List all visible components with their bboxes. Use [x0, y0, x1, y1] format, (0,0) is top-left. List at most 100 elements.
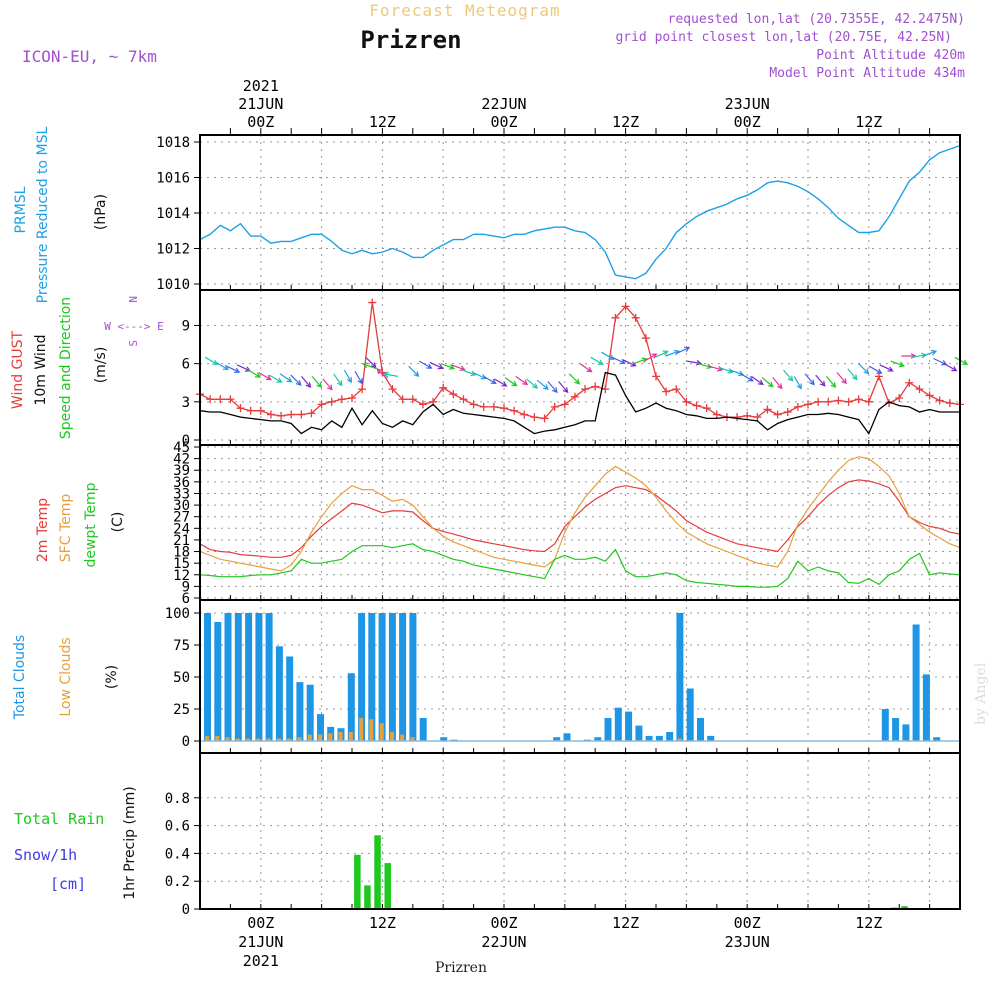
top-time-label: 12Z	[369, 113, 396, 131]
temperature-ytick-label: 27	[173, 510, 190, 526]
gust-marker	[712, 410, 721, 419]
low-clouds-bar	[287, 738, 292, 741]
precip-frame	[199, 752, 961, 910]
model-label: ICON-EU, ~ 7km	[22, 47, 157, 66]
wind-arrow	[493, 378, 508, 387]
wind-arrow	[418, 360, 433, 369]
wind-arrow	[836, 372, 847, 385]
wind-arrow	[247, 369, 262, 378]
wind-arrow	[279, 373, 293, 383]
grid-point-coords: grid point closest lon,lat (20.75E, 42.2…	[615, 30, 952, 45]
gust-marker	[287, 410, 296, 419]
low-clouds-bar	[400, 734, 405, 741]
low-clouds-bar	[369, 719, 374, 741]
cloud-labels: Total Clouds Low Clouds (%)	[12, 635, 120, 720]
precip-ytick-label: 0.2	[165, 874, 190, 890]
gust-marker	[844, 397, 853, 406]
rain-bar	[354, 854, 361, 909]
low-clouds-bar	[359, 718, 364, 741]
wind-arrow	[783, 369, 794, 382]
wind-label-gust: Wind GUST	[10, 330, 26, 409]
wind-labels: Wind GUST 10m Wind Speed and Direction (…	[10, 296, 164, 439]
clouds-ytick-label: 0	[182, 734, 190, 750]
gust-marker	[266, 410, 275, 419]
wind-arrow	[686, 359, 703, 366]
total-clouds-bar	[234, 613, 242, 741]
gust-marker	[793, 402, 802, 411]
wind-arrow	[483, 375, 497, 385]
wind-arrow	[654, 350, 669, 358]
total-clouds-bar	[697, 718, 704, 741]
gust-marker	[570, 392, 579, 401]
rain-bar	[901, 906, 908, 909]
top-time-label: 00Z	[734, 113, 761, 131]
low-clouds-bar	[297, 737, 302, 741]
total-clouds-bar	[245, 613, 253, 741]
total-clouds-bar	[275, 646, 283, 741]
gust-marker	[408, 395, 417, 404]
pressure-ytick-label: 1018	[156, 135, 190, 151]
total-clouds-bar	[388, 613, 396, 741]
precip-ytick-label: 0.4	[165, 846, 190, 862]
gust-marker	[530, 413, 539, 422]
gust-marker	[743, 411, 752, 420]
gust-marker	[388, 385, 397, 394]
gust-marker	[905, 378, 914, 387]
bottom-time-label: 23JUN	[725, 933, 770, 951]
temperature-ytick-label: 24	[173, 521, 190, 537]
gust-marker	[662, 387, 671, 396]
precip-legend-rain: Total Rain	[14, 810, 104, 828]
bottom-time-label: 22JUN	[481, 933, 526, 951]
gust-marker	[418, 400, 427, 409]
cloud-label-total: Total Clouds	[12, 635, 28, 720]
wind-arrow	[429, 361, 444, 370]
gust-marker	[763, 405, 772, 414]
wind-arrow	[579, 363, 593, 373]
total-clouds-bar	[902, 724, 910, 741]
gust-marker	[368, 298, 377, 307]
clouds-panel: 0 25 50 75 100	[165, 599, 961, 754]
clouds-ytick-label: 50	[173, 670, 190, 686]
wind-arrow	[943, 363, 958, 372]
wind-arrow	[343, 369, 352, 384]
pressure-label-prmsl: PRMSL	[13, 186, 29, 233]
bottom-time-label: 00Z	[247, 914, 274, 932]
dewpt-line	[199, 543, 961, 588]
total-clouds-bar	[553, 737, 561, 741]
pressure-ytick-label: 1012	[156, 242, 190, 258]
total-clouds-bar	[594, 737, 602, 741]
low-clouds-bar	[338, 732, 343, 741]
wind-arrow	[590, 356, 604, 365]
total-clouds-bar	[614, 707, 622, 741]
total-clouds-bar	[286, 656, 294, 741]
wind-arrow	[354, 370, 363, 385]
gust-marker	[297, 410, 306, 419]
wind-arrow	[890, 360, 905, 368]
temperature-ytick-label: 6	[182, 591, 190, 607]
total-clouds-bar	[358, 613, 366, 741]
precip-legend-snow: Snow/1h	[14, 846, 77, 864]
top-time-label: 22JUN	[481, 95, 526, 113]
gust-marker	[834, 396, 843, 405]
wind-arrow	[269, 374, 283, 383]
total-clouds-bar	[255, 613, 263, 741]
wind-arrow	[804, 373, 815, 386]
compass-we: W <---> E	[104, 320, 164, 333]
precip-panel: 0 0.2 0.4 0.6 0.8	[165, 752, 961, 918]
total-clouds-bar	[645, 735, 653, 741]
location-title: Prizren	[360, 26, 461, 54]
gust-marker	[206, 395, 215, 404]
bottom-time-label: 12Z	[855, 914, 882, 932]
wind-arrow	[868, 365, 883, 374]
wind-ytick-label: 9	[182, 318, 190, 334]
gust-marker	[439, 383, 448, 392]
gust-marker	[348, 394, 356, 402]
low-clouds-bar	[256, 738, 261, 741]
pressure-panel: 1010 1012 1014 1016 1018	[156, 134, 961, 293]
precip-legend-cm: [cm]	[50, 875, 86, 893]
total-clouds-bar	[265, 613, 273, 741]
total-clouds-bar	[655, 735, 663, 741]
gust-marker	[398, 395, 407, 404]
total-clouds-bar	[881, 709, 889, 741]
wind-arrow	[858, 363, 870, 375]
